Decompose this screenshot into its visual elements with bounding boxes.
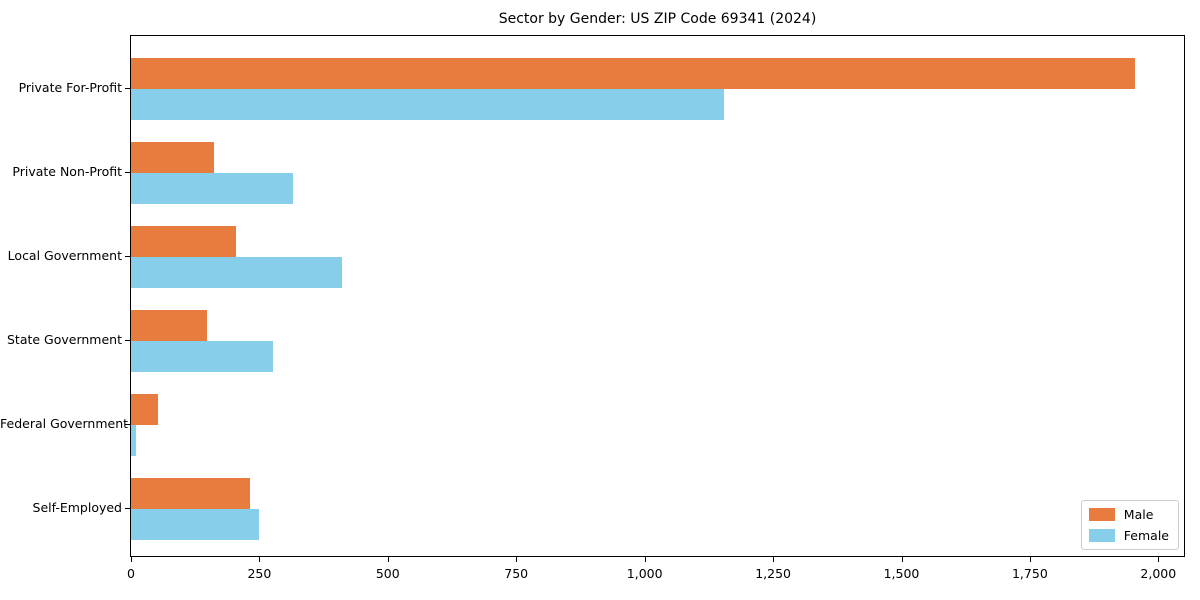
xtick-label-2,000: 2,000 — [1140, 566, 1177, 581]
chart-title: Sector by Gender: US ZIP Code 69341 (202… — [498, 11, 817, 27]
legend: Male Female — [1080, 500, 1179, 550]
bar-male-4 — [131, 310, 207, 341]
male-swatch-icon — [1088, 508, 1115, 521]
female-swatch-icon — [1088, 529, 1115, 542]
xtick-mark — [773, 557, 775, 562]
ytick-mark — [125, 508, 130, 509]
bar-female-1 — [131, 89, 725, 120]
xtick-mark — [387, 557, 389, 562]
bar-male-3 — [131, 226, 236, 257]
ytick-label-3: Local Government — [7, 248, 122, 263]
bar-female-4 — [131, 341, 274, 372]
xtick-label-1,250: 1,250 — [755, 566, 791, 581]
legend-item-female: Female — [1088, 528, 1169, 543]
xtick-label-1,000: 1,000 — [626, 566, 663, 581]
xtick-mark — [1158, 557, 1160, 562]
xtick-mark — [901, 557, 903, 562]
plot-area: Male Female — [130, 35, 1185, 557]
xtick-mark — [1029, 557, 1031, 562]
bar-female-5 — [131, 425, 137, 456]
ytick-label-1: Private For-Profit — [18, 80, 122, 95]
ytick-mark — [125, 172, 130, 173]
xtick-mark — [644, 557, 646, 562]
xtick-label-0: 0 — [127, 566, 135, 581]
xtick-label-250: 250 — [247, 566, 272, 581]
legend-label-female: Female — [1123, 528, 1169, 543]
ytick-label-4: State Government — [6, 332, 122, 347]
xtick-mark — [259, 557, 261, 562]
ytick-label-6: Self-Employed — [32, 500, 122, 515]
legend-label-male: Male — [1123, 507, 1154, 522]
ytick-mark — [125, 88, 130, 89]
bar-female-6 — [131, 509, 259, 540]
ytick-mark — [125, 424, 130, 425]
xtick-label-750: 750 — [504, 566, 529, 581]
bar-female-3 — [131, 257, 342, 288]
bar-male-5 — [131, 394, 158, 425]
xtick-mark — [131, 557, 132, 562]
bar-male-6 — [131, 478, 251, 509]
bar-male-2 — [131, 142, 215, 173]
xtick-mark — [516, 557, 518, 562]
bar-male-1 — [131, 58, 1136, 89]
ytick-mark — [125, 256, 130, 257]
legend-item-male: Male — [1088, 507, 1169, 522]
ytick-label-5: Federal Government — [0, 416, 129, 431]
xtick-label-1,750: 1,750 — [1011, 566, 1048, 581]
xtick-label-500: 500 — [375, 566, 400, 581]
bar-female-2 — [131, 173, 294, 204]
xtick-label-1,500: 1,500 — [883, 566, 920, 581]
ytick-label-2: Private Non-Profit — [12, 164, 122, 179]
ytick-mark — [125, 340, 130, 341]
